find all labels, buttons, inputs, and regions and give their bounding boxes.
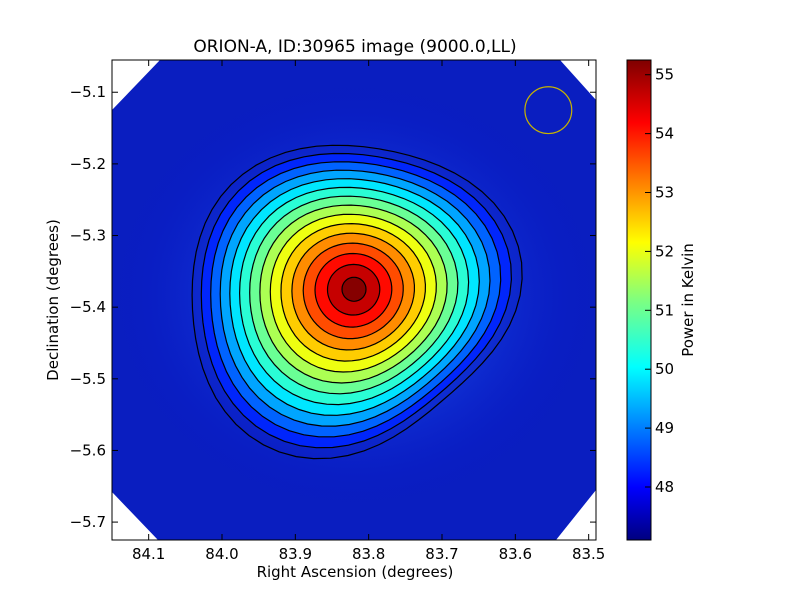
- beam-circle: [524, 86, 573, 135]
- y-tick-label: −5.3: [70, 227, 106, 245]
- y-tick-label: −5.7: [70, 513, 106, 531]
- chart-title: ORION-A, ID:30965 image (9000.0,LL): [193, 37, 516, 57]
- colorbar-tick-label: 55: [655, 66, 674, 84]
- x-tick-label: 83.8: [352, 545, 385, 563]
- plot-area: [112, 60, 596, 540]
- x-tick-label: 83.9: [279, 545, 312, 563]
- contour-layer: [191, 144, 523, 460]
- y-tick-label: −5.1: [70, 83, 106, 101]
- x-axis: 84.1 84.0 83.9 83.8 83.7 83.6 83.5: [132, 60, 605, 563]
- colorbar-tick-label: 49: [655, 419, 674, 437]
- colorbar-tick-label: 50: [655, 360, 674, 378]
- y-tick-label: −5.4: [70, 298, 106, 316]
- colorbar-label: Power in Kelvin: [679, 243, 697, 357]
- x-tick-label: 83.6: [499, 545, 532, 563]
- colorbar-tick-label: 53: [655, 184, 674, 202]
- contour-level: [341, 276, 367, 302]
- contour-level: [191, 144, 523, 460]
- colorbar-tick-label: 54: [655, 125, 674, 143]
- y-tick-label: −5.6: [70, 441, 106, 459]
- colorbar-tick-label: 48: [655, 478, 674, 496]
- x-tick-label: 83.7: [425, 545, 458, 563]
- plot-frame: [111, 59, 597, 541]
- colorbar-ticks: 48 49 50 51 52 53 54 55: [645, 66, 674, 496]
- colorbar-gradient: [626, 59, 652, 541]
- colorbar-tick-label: 52: [655, 242, 674, 260]
- x-tick-label: 84.0: [205, 545, 238, 563]
- colorbar: 48 49 50 51 52 53 54 55 Power in Kelvin: [626, 59, 697, 541]
- y-tick-label: −5.2: [70, 155, 106, 173]
- x-tick-label: 83.5: [572, 545, 605, 563]
- colorbar-tick-label: 51: [655, 301, 674, 319]
- x-axis-label: Right Ascension (degrees): [257, 563, 454, 581]
- x-tick-label: 84.1: [132, 545, 165, 563]
- y-tick-label: −5.5: [70, 370, 106, 388]
- y-axis: −5.1 −5.2 −5.3 −5.4 −5.5 −5.6 −5.7: [70, 83, 596, 531]
- y-axis-label: Declination (degrees): [44, 219, 62, 381]
